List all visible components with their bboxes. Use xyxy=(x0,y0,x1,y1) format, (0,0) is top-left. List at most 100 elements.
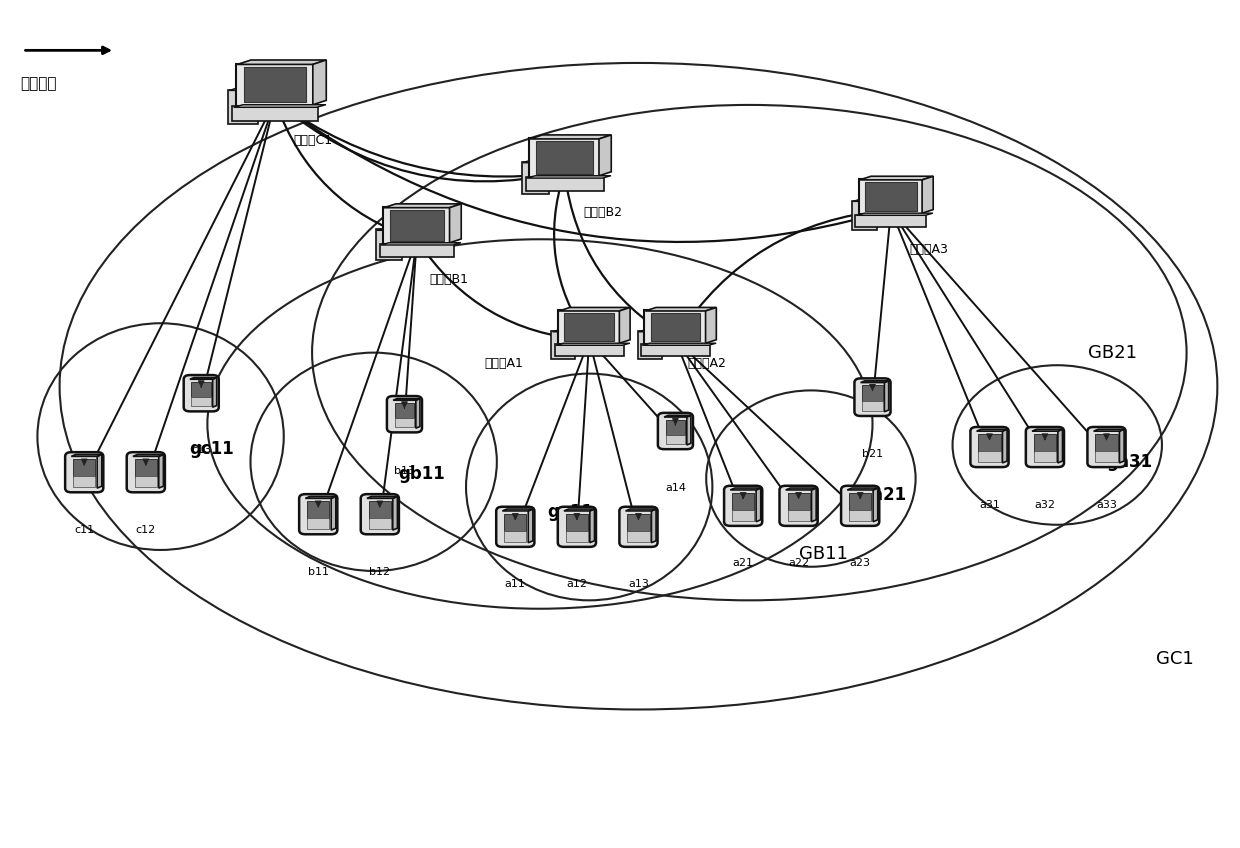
Text: 调度台B1: 调度台B1 xyxy=(429,273,467,286)
Text: 直接管辖: 直接管辖 xyxy=(20,76,57,92)
FancyBboxPatch shape xyxy=(558,507,596,547)
Polygon shape xyxy=(556,343,630,345)
FancyBboxPatch shape xyxy=(641,344,709,356)
Polygon shape xyxy=(859,176,934,180)
Polygon shape xyxy=(229,88,263,91)
FancyBboxPatch shape xyxy=(368,518,391,529)
FancyBboxPatch shape xyxy=(308,501,330,519)
Polygon shape xyxy=(706,308,717,343)
Polygon shape xyxy=(450,204,461,243)
Polygon shape xyxy=(237,60,326,64)
Polygon shape xyxy=(590,509,594,543)
Text: c11: c11 xyxy=(74,525,94,535)
Polygon shape xyxy=(639,330,666,332)
Text: a33: a33 xyxy=(1096,499,1117,510)
Polygon shape xyxy=(786,488,816,490)
FancyBboxPatch shape xyxy=(308,518,330,529)
FancyBboxPatch shape xyxy=(244,67,306,103)
FancyBboxPatch shape xyxy=(971,427,1008,467)
FancyBboxPatch shape xyxy=(552,331,575,359)
Polygon shape xyxy=(873,488,878,522)
FancyBboxPatch shape xyxy=(522,162,548,193)
FancyBboxPatch shape xyxy=(135,460,157,477)
FancyBboxPatch shape xyxy=(666,420,686,435)
FancyBboxPatch shape xyxy=(228,90,258,125)
Text: ga21: ga21 xyxy=(861,487,906,505)
Polygon shape xyxy=(1032,429,1063,431)
FancyBboxPatch shape xyxy=(529,138,600,176)
FancyBboxPatch shape xyxy=(73,477,95,487)
FancyBboxPatch shape xyxy=(1095,451,1117,462)
Polygon shape xyxy=(384,204,461,208)
Polygon shape xyxy=(923,176,934,213)
Text: b12: b12 xyxy=(370,566,391,577)
FancyBboxPatch shape xyxy=(537,141,593,174)
FancyBboxPatch shape xyxy=(379,244,454,257)
Text: a22: a22 xyxy=(789,558,810,568)
Text: b13: b13 xyxy=(394,466,415,476)
Polygon shape xyxy=(502,509,533,511)
FancyBboxPatch shape xyxy=(73,460,95,477)
Polygon shape xyxy=(625,509,656,511)
Text: a31: a31 xyxy=(980,499,999,510)
Polygon shape xyxy=(212,377,217,407)
FancyBboxPatch shape xyxy=(787,510,810,521)
Polygon shape xyxy=(133,455,164,456)
Text: a21: a21 xyxy=(733,558,754,568)
Text: 调度台A2: 调度台A2 xyxy=(688,357,727,370)
FancyBboxPatch shape xyxy=(858,179,924,214)
FancyBboxPatch shape xyxy=(732,493,754,510)
Polygon shape xyxy=(642,343,717,345)
FancyBboxPatch shape xyxy=(376,230,402,259)
Polygon shape xyxy=(233,104,326,108)
FancyBboxPatch shape xyxy=(644,310,707,344)
Polygon shape xyxy=(393,496,397,530)
FancyBboxPatch shape xyxy=(862,401,883,411)
FancyBboxPatch shape xyxy=(387,396,422,432)
Polygon shape xyxy=(393,399,420,400)
FancyBboxPatch shape xyxy=(1095,434,1117,452)
FancyBboxPatch shape xyxy=(135,477,157,487)
FancyBboxPatch shape xyxy=(651,313,701,342)
FancyBboxPatch shape xyxy=(780,486,817,526)
Polygon shape xyxy=(190,377,217,379)
Polygon shape xyxy=(415,399,420,428)
FancyBboxPatch shape xyxy=(620,507,657,547)
FancyBboxPatch shape xyxy=(666,435,686,444)
Text: ga31: ga31 xyxy=(1106,453,1153,471)
FancyBboxPatch shape xyxy=(505,531,526,542)
FancyBboxPatch shape xyxy=(66,452,103,493)
FancyBboxPatch shape xyxy=(856,215,926,226)
Text: a32: a32 xyxy=(1034,499,1055,510)
FancyBboxPatch shape xyxy=(505,514,526,532)
Polygon shape xyxy=(857,213,932,215)
FancyBboxPatch shape xyxy=(852,201,877,230)
Polygon shape xyxy=(531,135,611,139)
Polygon shape xyxy=(619,308,630,343)
FancyBboxPatch shape xyxy=(732,510,754,521)
FancyBboxPatch shape xyxy=(978,434,1001,452)
FancyBboxPatch shape xyxy=(849,510,872,521)
FancyBboxPatch shape xyxy=(637,331,662,359)
Polygon shape xyxy=(1120,429,1125,463)
Polygon shape xyxy=(651,509,656,543)
FancyBboxPatch shape xyxy=(389,209,444,241)
FancyBboxPatch shape xyxy=(394,403,414,418)
Polygon shape xyxy=(367,496,397,499)
FancyBboxPatch shape xyxy=(1025,427,1064,467)
FancyBboxPatch shape xyxy=(554,344,624,356)
FancyBboxPatch shape xyxy=(1034,451,1056,462)
Polygon shape xyxy=(528,509,533,543)
FancyBboxPatch shape xyxy=(627,531,650,542)
Polygon shape xyxy=(559,308,630,311)
Polygon shape xyxy=(1094,429,1125,431)
FancyBboxPatch shape xyxy=(558,310,620,344)
Polygon shape xyxy=(884,381,889,412)
FancyBboxPatch shape xyxy=(368,501,391,519)
FancyBboxPatch shape xyxy=(866,181,916,211)
Polygon shape xyxy=(159,455,164,488)
Polygon shape xyxy=(861,381,889,382)
Text: c12: c12 xyxy=(135,525,156,535)
FancyBboxPatch shape xyxy=(496,507,534,547)
FancyBboxPatch shape xyxy=(854,378,890,416)
